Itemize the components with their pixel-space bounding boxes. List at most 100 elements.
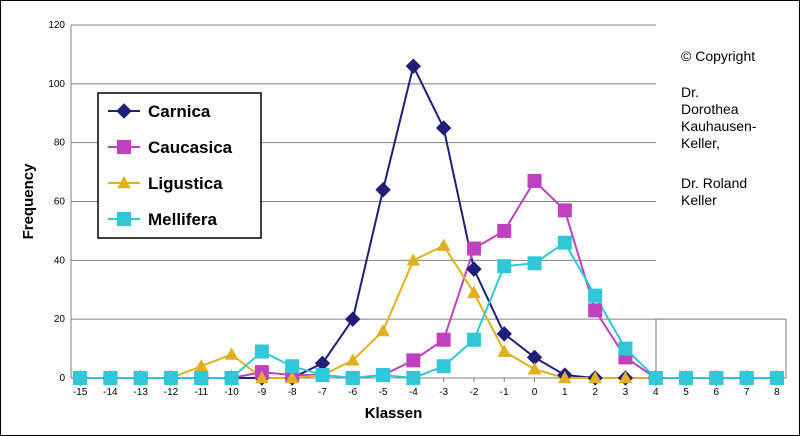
data-point-caucasica xyxy=(497,223,512,238)
data-point-caucasica xyxy=(588,303,603,318)
legend-marker-mellifera xyxy=(117,212,131,226)
y-tick-label: 40 xyxy=(54,255,66,266)
data-point-carnica xyxy=(435,120,452,136)
data-point-caucasica xyxy=(557,203,572,218)
y-tick-label: 120 xyxy=(48,20,65,31)
legend-marker-carnica xyxy=(116,103,132,119)
data-point-mellifera xyxy=(224,371,239,385)
data-point-mellifera xyxy=(739,371,754,385)
x-tick-label: -14 xyxy=(103,387,118,398)
data-point-caucasica xyxy=(527,173,542,188)
y-tick-label: 60 xyxy=(54,197,66,208)
data-point-mellifera xyxy=(648,371,663,385)
data-point-ligustica xyxy=(588,370,602,384)
x-tick-label: -2 xyxy=(469,387,478,398)
x-tick-label: 3 xyxy=(623,387,629,398)
data-point-carnica xyxy=(405,58,422,74)
data-point-carnica xyxy=(375,182,391,198)
data-point-mellifera xyxy=(466,332,481,347)
data-point-mellifera xyxy=(709,371,724,385)
data-point-mellifera xyxy=(163,371,178,385)
data-point-carnica xyxy=(466,261,482,277)
copyright-line-7: Keller xyxy=(681,192,717,208)
data-point-ligustica xyxy=(406,253,421,266)
x-tick-label: 1 xyxy=(562,387,568,398)
x-tick-label: -8 xyxy=(288,387,297,398)
data-point-ligustica xyxy=(345,353,360,366)
data-point-mellifera xyxy=(557,235,572,250)
legend-label-carnica: Carnica xyxy=(148,102,211,121)
plot-area-extension xyxy=(655,318,787,379)
x-tick-label: 2 xyxy=(592,387,598,398)
x-tick-label: -1 xyxy=(500,387,509,398)
data-point-mellifera xyxy=(315,368,330,383)
legend-marker-ligustica xyxy=(117,175,131,189)
data-point-mellifera xyxy=(527,256,542,271)
data-point-caucasica xyxy=(406,353,421,368)
data-point-mellifera xyxy=(254,344,269,359)
legend-marker-caucasica xyxy=(117,140,131,154)
x-tick-label: -4 xyxy=(409,387,418,398)
data-point-mellifera xyxy=(376,368,391,383)
copyright-line-1: © Copyright xyxy=(681,48,756,64)
data-point-ligustica xyxy=(497,344,512,357)
legend-label-mellifera: Mellifera xyxy=(148,210,218,229)
data-point-ligustica xyxy=(436,238,451,251)
data-point-mellifera xyxy=(194,371,209,385)
x-tick-label: 4 xyxy=(653,387,659,398)
data-point-mellifera xyxy=(769,371,784,385)
data-point-mellifera xyxy=(103,371,118,385)
data-point-mellifera xyxy=(73,371,88,385)
y-axis-title: Frequency xyxy=(20,163,37,240)
x-tick-label: 7 xyxy=(744,387,750,398)
y-tick-label: 0 xyxy=(59,373,65,384)
x-tick-label: -5 xyxy=(379,387,388,398)
x-tick-label: -6 xyxy=(348,387,357,398)
y-tick-label: 80 xyxy=(54,138,66,149)
x-tick-label: 8 xyxy=(774,387,780,398)
x-tick-label: -3 xyxy=(439,387,448,398)
x-tick-label: -12 xyxy=(164,387,179,398)
data-point-caucasica xyxy=(436,332,451,347)
data-point-carnica xyxy=(496,326,512,342)
x-tick-label: 5 xyxy=(683,387,689,398)
x-tick-label: -11 xyxy=(194,387,208,398)
y-tick-label: 100 xyxy=(48,79,65,90)
data-point-ligustica xyxy=(527,362,542,375)
x-tick-label: -13 xyxy=(133,387,148,398)
data-point-ligustica xyxy=(224,347,239,360)
copyright-line-6: Dr. Roland xyxy=(681,175,748,191)
data-point-mellifera xyxy=(618,341,633,356)
data-point-mellifera xyxy=(436,359,451,374)
x-tick-label: -15 xyxy=(73,387,88,398)
copyright-line-5: Keller, xyxy=(681,135,720,151)
data-point-mellifera xyxy=(588,288,603,303)
data-point-mellifera xyxy=(497,259,512,274)
data-point-ligustica xyxy=(376,323,390,337)
x-axis-title: Klassen xyxy=(365,405,423,422)
copyright-line-3: Dorothea xyxy=(681,101,739,117)
legend-label-ligustica: Ligustica xyxy=(148,174,223,193)
data-point-mellifera xyxy=(285,359,300,374)
data-point-mellifera xyxy=(406,371,421,385)
y-tick-label: 20 xyxy=(54,314,66,325)
x-tick-label: 0 xyxy=(532,387,538,398)
data-point-carnica xyxy=(345,311,361,327)
data-point-ligustica xyxy=(285,370,300,384)
copyright-line-4: Kauhausen- xyxy=(681,118,757,134)
data-point-ligustica xyxy=(557,370,572,384)
data-point-mellifera xyxy=(345,371,360,385)
data-point-ligustica xyxy=(467,285,481,298)
data-point-mellifera xyxy=(133,371,148,385)
copyright-line-2: Dr. xyxy=(681,84,699,100)
legend-label-caucasica: Caucasica xyxy=(148,138,233,157)
x-tick-label: 6 xyxy=(714,387,720,398)
data-point-caucasica xyxy=(466,241,481,256)
x-tick-label: -7 xyxy=(318,387,327,398)
x-tick-label: -10 xyxy=(224,387,239,398)
data-point-ligustica xyxy=(255,370,269,384)
data-point-mellifera xyxy=(679,371,694,385)
x-tick-label: -9 xyxy=(257,387,266,398)
